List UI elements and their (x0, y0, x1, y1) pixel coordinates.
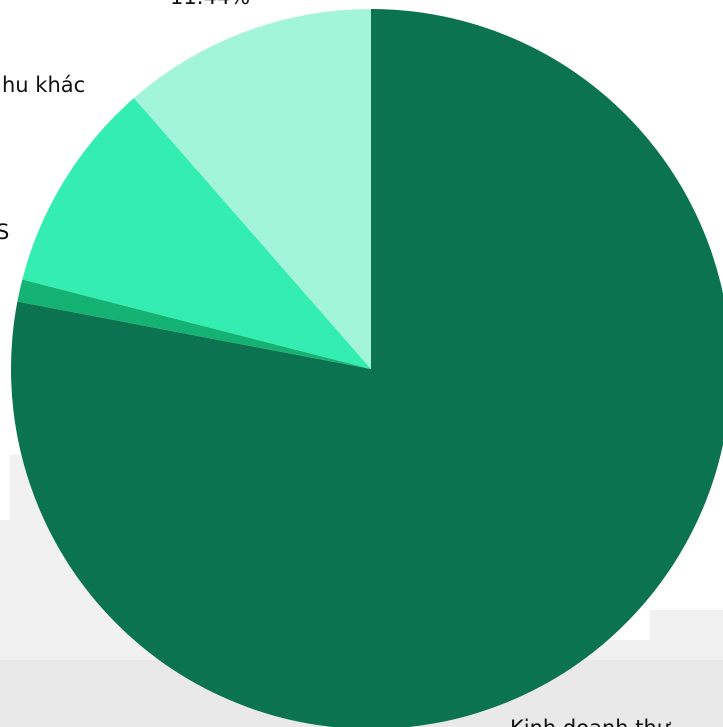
slice-kinh-doanh (11, 9, 723, 727)
slice-s (22, 98, 372, 369)
slice-label-kinh-doanh: Kinh doanh thư (510, 716, 672, 727)
slice-small (17, 279, 372, 369)
pie-labels: Kinh doanh thư S hu khác 11.44% (0, 0, 672, 727)
slice-label-thu-khac: hu khác (2, 73, 85, 97)
data-label-percent-thu-khac: 11.44% (170, 0, 250, 9)
slice-thu-khac (133, 9, 371, 369)
pie-slices (11, 9, 723, 727)
slice-label-s: S (0, 220, 9, 244)
